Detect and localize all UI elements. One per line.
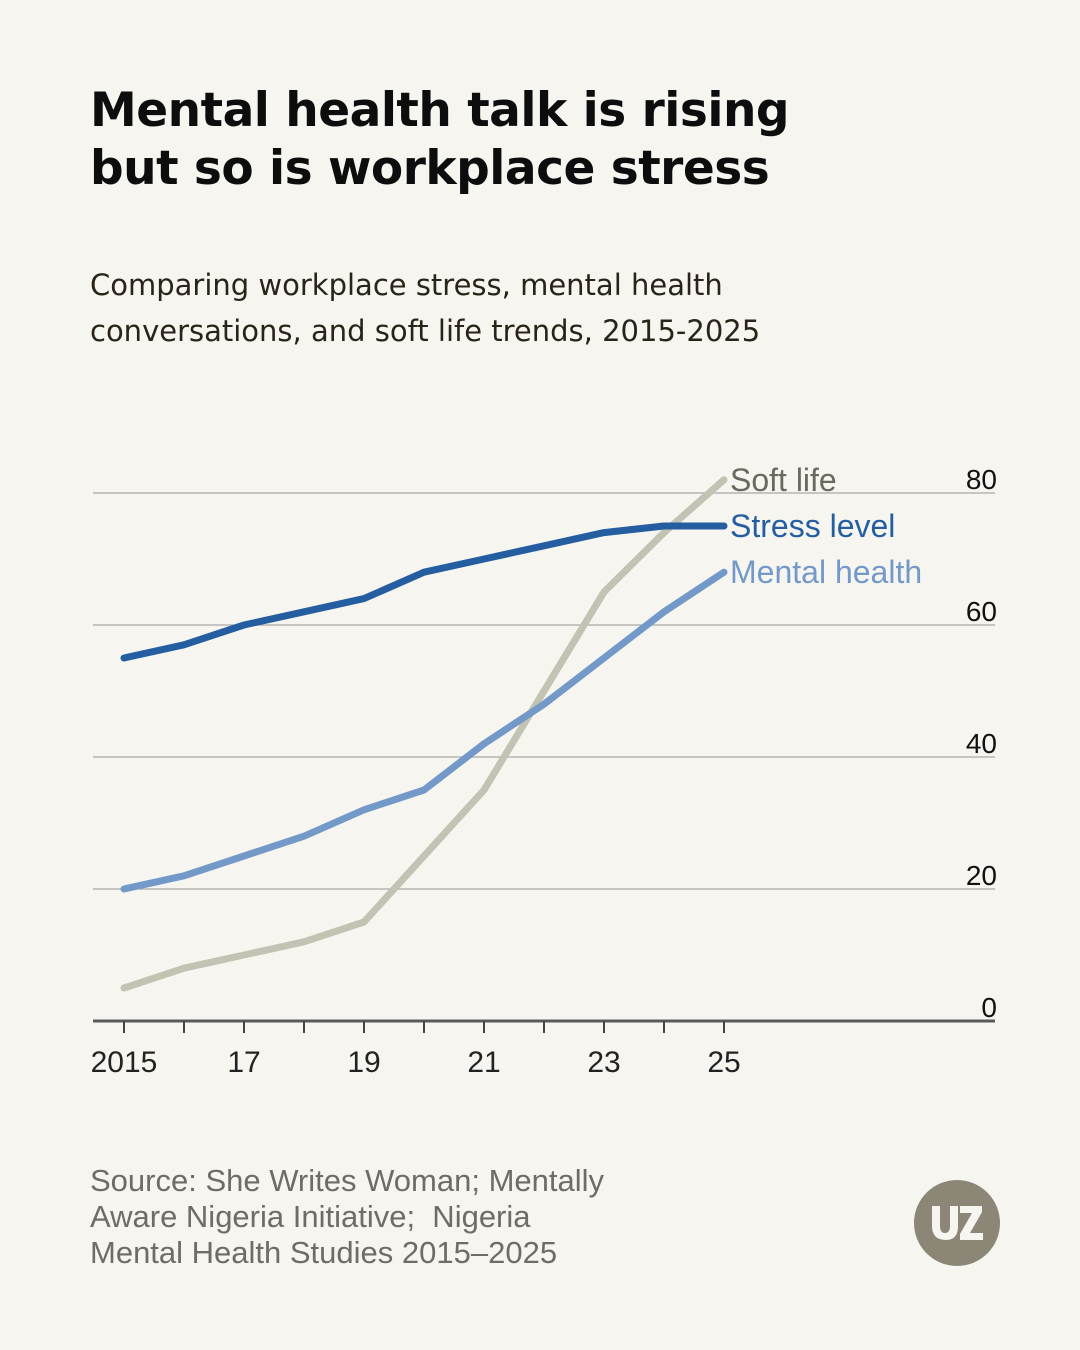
chart-title: Mental health talk is rising but so is w… bbox=[90, 82, 990, 198]
uz-logo-icon bbox=[914, 1180, 1000, 1266]
uz-logo-glyph bbox=[932, 1206, 983, 1240]
x-tick-label-23: 23 bbox=[587, 1046, 620, 1079]
series-labels: Soft life Stress level Mental health bbox=[730, 462, 922, 590]
source-note: Source: She Writes Woman; Mentally Aware… bbox=[90, 1163, 710, 1271]
series-line-mental-health bbox=[120, 568, 728, 893]
subtitle-line-1: Comparing workplace stress, mental healt… bbox=[90, 268, 723, 302]
series-lines bbox=[120, 476, 728, 992]
y-tick-label-60: 60 bbox=[966, 596, 997, 627]
x-tick-label-21: 21 bbox=[467, 1046, 500, 1079]
x-tick-label-2015: 2015 bbox=[91, 1046, 158, 1079]
y-tick-label-80: 80 bbox=[966, 464, 997, 495]
x-tick-label-25: 25 bbox=[707, 1046, 740, 1079]
x-tick-label-19: 19 bbox=[347, 1046, 380, 1079]
series-label-stress-level: Stress level bbox=[730, 508, 895, 544]
title-line-2: but so is workplace stress bbox=[90, 141, 770, 196]
series-line-stress-level bbox=[120, 522, 728, 662]
y-tick-label-40: 40 bbox=[966, 728, 997, 759]
x-tick-label-17: 17 bbox=[227, 1046, 260, 1079]
chart-subtitle: Comparing workplace stress, mental healt… bbox=[90, 262, 990, 354]
x-axis: 2015 17 19 21 23 25 bbox=[91, 1019, 995, 1079]
series-line-soft-life bbox=[120, 476, 728, 992]
y-tick-label-20: 20 bbox=[966, 860, 997, 891]
y-tick-label-0: 0 bbox=[981, 992, 997, 1023]
title-line-1: Mental health talk is rising bbox=[90, 83, 790, 138]
series-label-mental-health: Mental health bbox=[730, 554, 922, 590]
source-line-1: Source: She Writes Woman; Mentally bbox=[90, 1163, 604, 1198]
source-line-2: Aware Nigeria Initiative; Nigeria bbox=[90, 1199, 531, 1234]
subtitle-line-2: conversations, and soft life trends, 201… bbox=[90, 314, 761, 348]
source-line-3: Mental Health Studies 2015–2025 bbox=[90, 1235, 558, 1270]
series-label-soft-life: Soft life bbox=[730, 462, 837, 498]
